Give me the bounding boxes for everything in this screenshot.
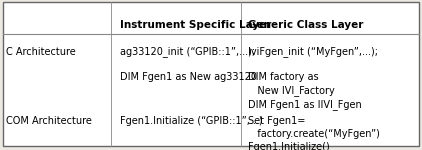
Text: Instrument Specific Layer: Instrument Specific Layer [120,20,272,30]
Text: IviFgen_init (“MyFgen”,...);: IviFgen_init (“MyFgen”,...); [248,46,378,57]
Text: Generic Class Layer: Generic Class Layer [248,20,363,30]
Text: DIM Fgen1 as New ag33120: DIM Fgen1 as New ag33120 [120,72,257,82]
Text: Fgen1.Initialize (“GPIB::1”,...): Fgen1.Initialize (“GPIB::1”,...) [120,116,263,126]
Text: C Architecture: C Architecture [6,46,76,57]
Text: DIM factory as
   New IVI_Factory
DIM Fgen1 as IIVI_Fgen: DIM factory as New IVI_Factory DIM Fgen1… [248,72,362,110]
Text: COM Architecture: COM Architecture [6,116,92,126]
Text: Set Fgen1=
   factory.create(“MyFgen”)
Fgen1.Initialize(): Set Fgen1= factory.create(“MyFgen”) Fgen… [248,116,380,150]
Text: ag33120_init (“GPIB::1”,...);: ag33120_init (“GPIB::1”,...); [120,46,255,57]
